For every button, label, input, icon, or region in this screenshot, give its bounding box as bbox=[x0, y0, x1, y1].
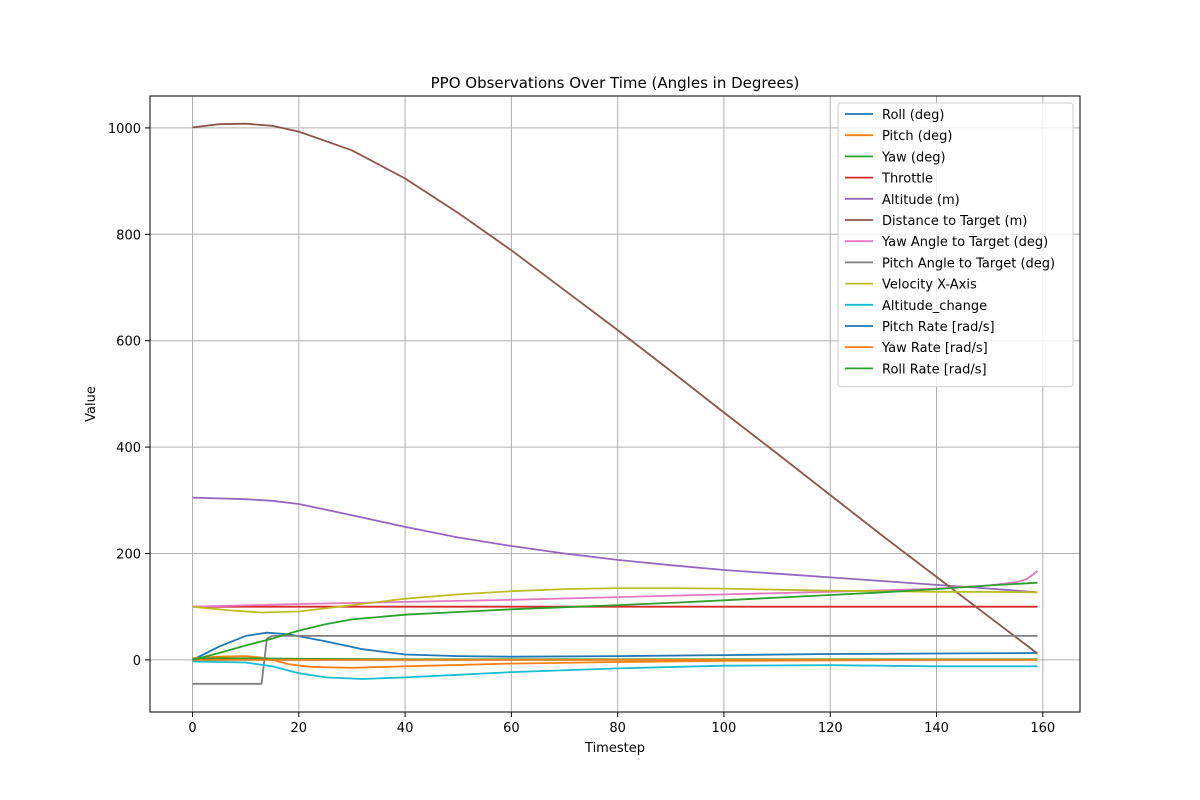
legend-entry: Distance to Target (m) bbox=[882, 214, 1027, 229]
x-tick-label: 120 bbox=[818, 721, 843, 736]
x-tick-label: 20 bbox=[291, 721, 308, 736]
y-tick-label: 1000 bbox=[108, 122, 141, 137]
x-tick-label: 100 bbox=[712, 721, 737, 736]
series-line-8 bbox=[192, 587, 1038, 614]
y-axis-label: Value bbox=[84, 386, 99, 422]
chart-title: PPO Observations Over Time (Angles in De… bbox=[431, 74, 800, 92]
series-line-5 bbox=[192, 122, 1039, 655]
series-line-12 bbox=[192, 581, 1038, 661]
plot-frame bbox=[149, 95, 1081, 713]
y-tick-label: 0 bbox=[133, 654, 141, 669]
legend: Roll (deg) Pitch (deg) Yaw (deg) Throttle Al… bbox=[837, 102, 1074, 388]
x-tick-label: 60 bbox=[503, 721, 520, 736]
series-line-0 bbox=[192, 631, 1038, 661]
legend-entry: Altitude_change bbox=[882, 299, 987, 314]
series-line-7 bbox=[192, 635, 1038, 685]
x-tick-label: 80 bbox=[609, 721, 626, 736]
y-tick-label: 200 bbox=[116, 547, 141, 562]
legend-entry: Throttle bbox=[881, 172, 933, 187]
legend-entry: Altitude (m) bbox=[882, 193, 960, 208]
legend-entry: Yaw Angle to Target (deg) bbox=[881, 235, 1048, 250]
legend-entry: Pitch (deg) bbox=[882, 129, 952, 144]
series-line-9 bbox=[192, 660, 1038, 680]
legend-box bbox=[837, 102, 1074, 388]
y-tick-label: 600 bbox=[116, 335, 141, 350]
legend-entry: Roll (deg) bbox=[882, 108, 944, 123]
legend-entry: Yaw (deg) bbox=[881, 150, 946, 165]
y-tick-label: 800 bbox=[116, 228, 141, 243]
x-axis-label: Timestep bbox=[584, 741, 645, 756]
axis-ticks: 0 20 40 60 80 100 120 140 160 0 200 400 600 800 1000 bbox=[108, 122, 1055, 736]
x-tick-label: 0 bbox=[188, 721, 196, 736]
legend-entry: Roll Rate [rad/s] bbox=[882, 362, 987, 377]
x-tick-label: 160 bbox=[1030, 721, 1055, 736]
x-tick-label: 40 bbox=[397, 721, 414, 736]
series-line-6 bbox=[192, 570, 1039, 608]
y-tick-label: 400 bbox=[116, 441, 141, 456]
x-tick-label: 140 bbox=[924, 721, 949, 736]
legend-entry: Pitch Rate [rad/s] bbox=[882, 320, 995, 335]
series-line-4 bbox=[192, 496, 1038, 594]
legend-entry: Yaw Rate [rad/s] bbox=[881, 341, 988, 356]
legend-entry: Velocity X-Axis bbox=[882, 278, 977, 293]
series-lines bbox=[192, 122, 1039, 685]
legend-entry: Pitch Angle to Target (deg) bbox=[882, 256, 1055, 271]
